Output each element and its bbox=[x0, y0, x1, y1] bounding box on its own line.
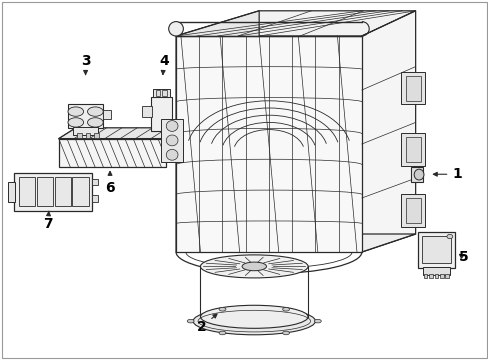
Ellipse shape bbox=[446, 234, 452, 239]
Bar bbox=[405, 198, 420, 223]
Ellipse shape bbox=[242, 262, 266, 271]
Ellipse shape bbox=[87, 107, 103, 116]
Bar bbox=[400, 194, 425, 227]
Polygon shape bbox=[59, 128, 183, 139]
Bar bbox=[405, 76, 420, 101]
Text: 5: 5 bbox=[458, 251, 468, 264]
Ellipse shape bbox=[68, 118, 83, 127]
Bar bbox=[94, 133, 99, 138]
Bar bbox=[434, 274, 437, 278]
Ellipse shape bbox=[187, 319, 194, 323]
Polygon shape bbox=[176, 11, 415, 36]
Bar bbox=[37, 177, 53, 206]
Bar bbox=[142, 106, 151, 117]
Bar bbox=[77, 133, 82, 138]
Bar bbox=[73, 127, 98, 135]
Polygon shape bbox=[176, 11, 259, 252]
Bar bbox=[162, 90, 167, 96]
Bar bbox=[85, 133, 90, 138]
Text: 2: 2 bbox=[197, 314, 217, 334]
Ellipse shape bbox=[282, 331, 289, 335]
Bar bbox=[405, 137, 420, 162]
Bar bbox=[410, 167, 422, 182]
Text: 1: 1 bbox=[432, 167, 461, 181]
Bar bbox=[92, 179, 98, 185]
Ellipse shape bbox=[200, 305, 307, 328]
Bar bbox=[421, 236, 450, 263]
Bar bbox=[59, 139, 166, 167]
Bar bbox=[417, 232, 454, 268]
Ellipse shape bbox=[413, 169, 423, 180]
Ellipse shape bbox=[282, 307, 289, 311]
Text: 6: 6 bbox=[105, 171, 115, 195]
Polygon shape bbox=[176, 234, 415, 252]
Bar bbox=[445, 274, 448, 278]
Ellipse shape bbox=[193, 307, 315, 335]
Ellipse shape bbox=[166, 135, 178, 146]
Ellipse shape bbox=[314, 319, 321, 323]
Bar bbox=[102, 110, 111, 119]
Bar bbox=[14, 173, 92, 211]
Bar bbox=[72, 177, 89, 206]
Bar bbox=[422, 267, 449, 275]
Ellipse shape bbox=[219, 307, 225, 311]
Bar bbox=[400, 133, 425, 166]
Ellipse shape bbox=[219, 331, 225, 335]
Bar bbox=[423, 274, 427, 278]
Ellipse shape bbox=[200, 255, 307, 278]
Bar bbox=[428, 274, 432, 278]
Ellipse shape bbox=[87, 118, 103, 127]
Bar bbox=[92, 195, 98, 202]
Bar bbox=[439, 274, 443, 278]
Bar bbox=[68, 104, 102, 128]
Bar bbox=[152, 89, 170, 97]
Ellipse shape bbox=[166, 121, 178, 131]
Bar bbox=[161, 119, 183, 162]
Bar bbox=[19, 177, 35, 206]
Bar bbox=[8, 182, 15, 202]
Polygon shape bbox=[361, 11, 415, 252]
Ellipse shape bbox=[168, 22, 183, 36]
Text: 7: 7 bbox=[43, 211, 53, 231]
Ellipse shape bbox=[68, 107, 83, 116]
Bar bbox=[150, 97, 172, 131]
Bar bbox=[400, 72, 425, 104]
Bar bbox=[55, 177, 71, 206]
Ellipse shape bbox=[166, 149, 178, 160]
Text: 4: 4 bbox=[159, 54, 168, 75]
Text: 3: 3 bbox=[81, 54, 90, 75]
Polygon shape bbox=[176, 36, 361, 252]
Bar bbox=[155, 90, 160, 96]
